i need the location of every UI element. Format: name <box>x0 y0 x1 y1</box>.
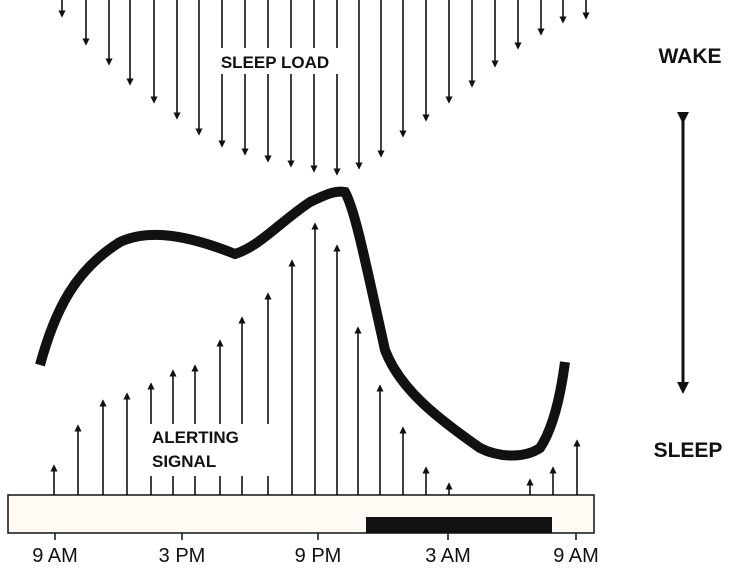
alertness-curve <box>35 186 570 461</box>
sleep-label: SLEEP <box>654 439 723 462</box>
time-label: 9 PM <box>295 545 342 567</box>
alerting-label: ALERTING <box>152 428 239 447</box>
time-label: 3 AM <box>425 545 471 567</box>
sleep-period <box>366 517 552 533</box>
time-axis: 9 AM 3 PM 9 PM 3 AM 9 AM <box>32 533 599 567</box>
label-bg <box>148 424 276 476</box>
time-label: 9 AM <box>553 545 599 567</box>
time-label: 3 PM <box>159 545 206 567</box>
wake-label: WAKE <box>659 45 722 68</box>
time-label: 9 AM <box>32 545 78 567</box>
label-bg <box>200 48 350 74</box>
sleep-load-label: SLEEP LOAD <box>221 53 329 72</box>
alerting-label: SIGNAL <box>152 452 216 471</box>
sleep-load-arrows <box>58 0 590 176</box>
